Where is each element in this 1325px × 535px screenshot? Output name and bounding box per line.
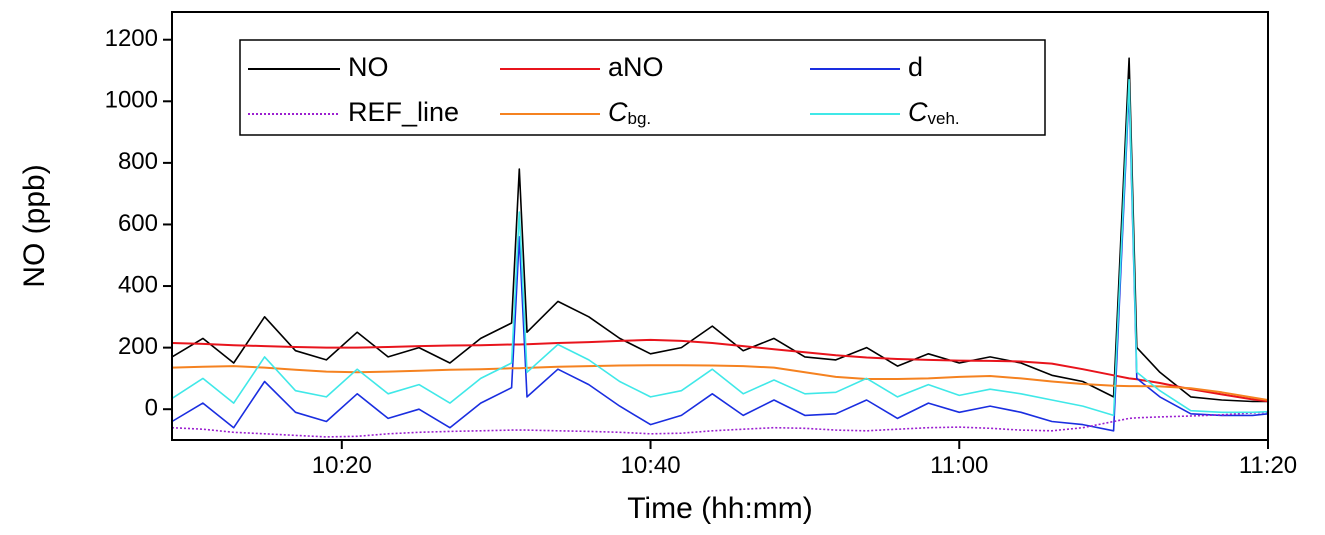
x-axis-title: Time (hh:mm) xyxy=(627,492,813,525)
legend-label: REF_line xyxy=(348,97,459,127)
y-tick-label: 1200 xyxy=(105,25,158,52)
y-tick-label: 0 xyxy=(145,395,158,422)
series-line xyxy=(172,57,1268,403)
x-tick-label: 11:20 xyxy=(1239,452,1297,479)
legend-label: Cbg. xyxy=(608,97,651,128)
legend-label: aNO xyxy=(608,52,664,82)
y-axis-title: NO (ppb) xyxy=(18,164,51,287)
series-line xyxy=(172,78,1268,417)
series-line xyxy=(172,88,1268,432)
x-tick-label: 10:40 xyxy=(621,452,681,479)
legend-label: Cveh. xyxy=(908,97,960,128)
legend-label: d xyxy=(908,52,923,82)
y-tick-label: 800 xyxy=(118,148,158,175)
series-line xyxy=(172,411,1268,438)
legend-box xyxy=(239,39,1046,136)
y-tick-label: 200 xyxy=(118,333,158,360)
series-line xyxy=(172,364,1268,401)
y-tick-label: 600 xyxy=(118,210,158,237)
legend-label: NO xyxy=(348,52,389,82)
plot-frame xyxy=(171,11,1269,441)
x-tick-label: 10:20 xyxy=(312,452,372,479)
series-line xyxy=(172,338,1268,403)
y-tick-label: 400 xyxy=(118,271,158,298)
x-tick-label: 11:00 xyxy=(930,452,988,479)
y-tick-label: 1000 xyxy=(105,87,158,114)
